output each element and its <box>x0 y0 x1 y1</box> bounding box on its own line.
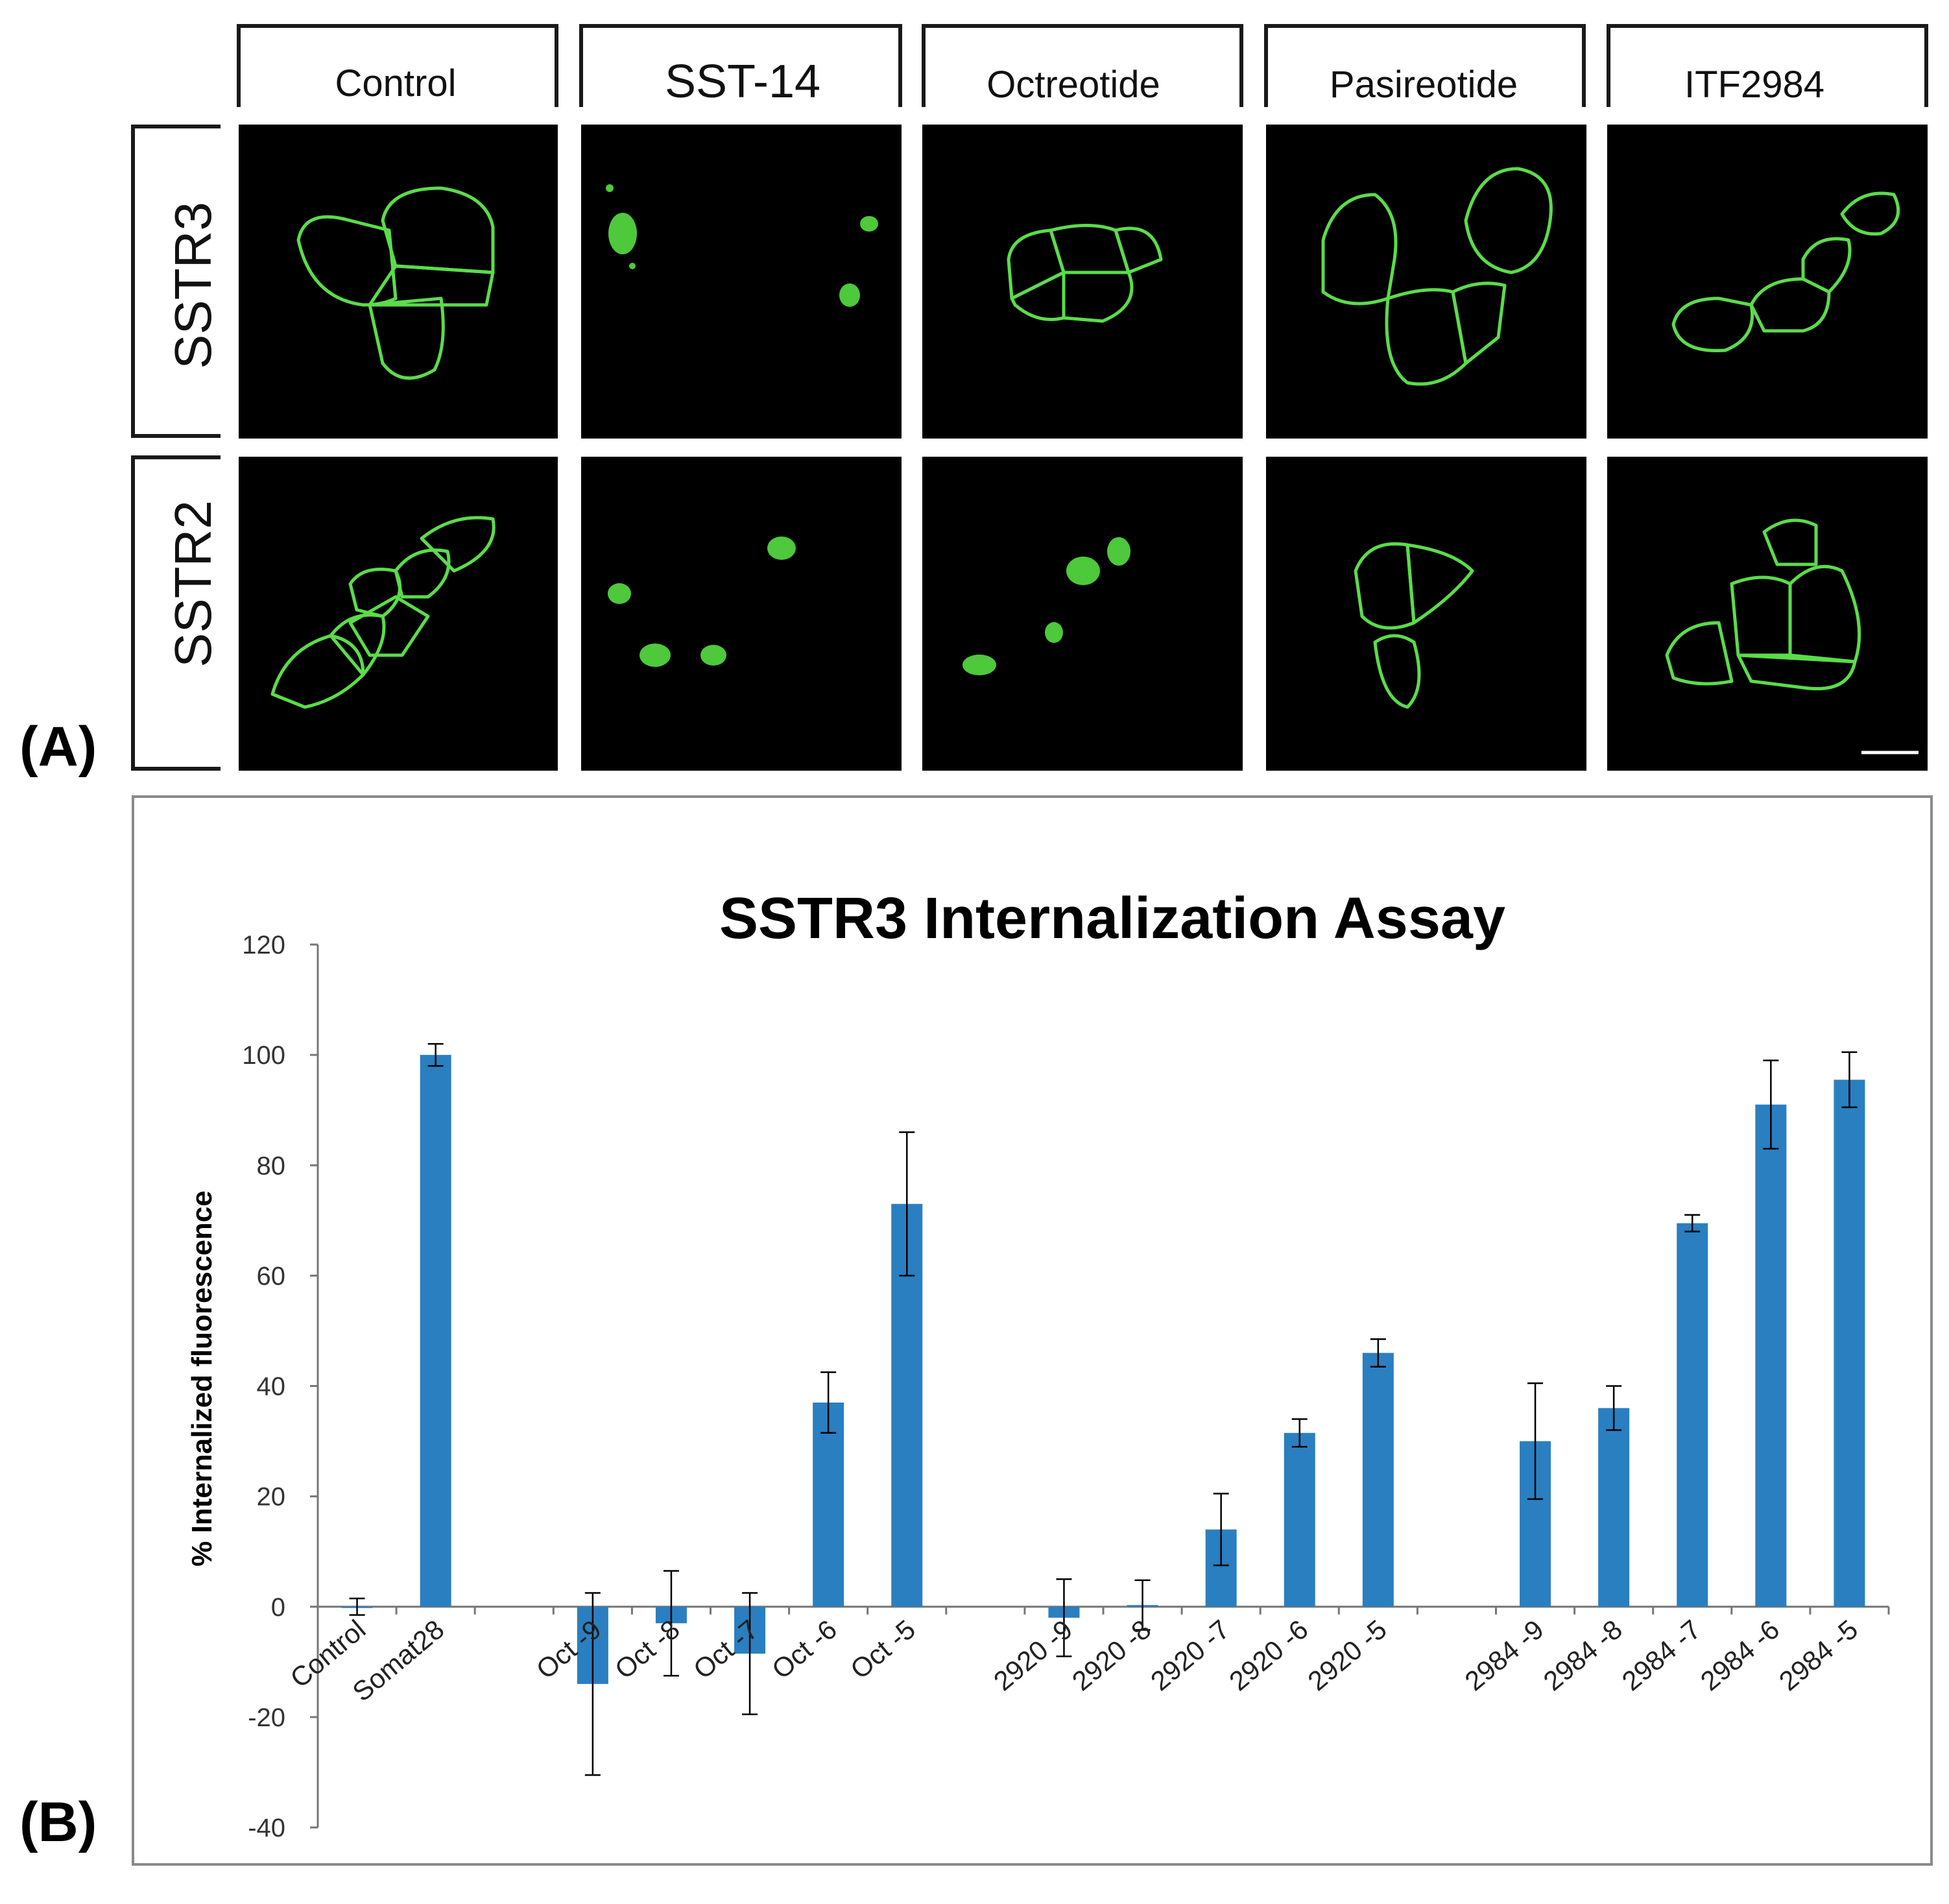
column-headers <box>237 24 1928 107</box>
chart-frame <box>132 795 1933 1866</box>
panel-b: SSTR3 Internalization Assay % Internaliz… <box>19 795 1933 1866</box>
micrograph-sstr2-control <box>239 457 558 771</box>
cells-sstr3-control <box>296 186 495 380</box>
bar <box>1755 1104 1787 1607</box>
cells-sstr2-octreotide <box>963 537 1130 675</box>
column-label-pasireotide: Pasireotide <box>1330 64 1518 106</box>
y-tick-label: 40 <box>257 1373 286 1401</box>
row-label-sstr2: SSTR2 <box>164 500 222 668</box>
bar <box>1834 1079 1865 1607</box>
y-tick-label: -40 <box>248 1814 285 1842</box>
micrograph-sstr3-control <box>239 125 558 439</box>
bar <box>1598 1408 1630 1607</box>
y-tick-label: 20 <box>257 1483 286 1512</box>
micrograph-sstr2-sst14 <box>581 457 902 771</box>
y-tick-label: 80 <box>257 1151 286 1180</box>
column-label-octreotide: Octreotide <box>986 64 1160 106</box>
micrograph-sstr3-itf2984 <box>1607 125 1928 439</box>
row-bracket-sstr3 <box>131 125 221 438</box>
micrograph-sstr2-itf2984 <box>1607 457 1928 771</box>
cells-sstr3-octreotide <box>1007 224 1163 323</box>
bars <box>341 1055 1865 1684</box>
micrograph-sstr3-pasireotide <box>1266 125 1586 439</box>
panel-a-letter: (A) <box>19 716 97 778</box>
cells-sstr3-itf2984 <box>1671 191 1900 352</box>
y-tick-label: 0 <box>271 1593 285 1622</box>
micrograph-grid <box>239 125 1928 771</box>
x-axis <box>317 1606 1890 1615</box>
row-bracket-sstr2 <box>131 455 221 771</box>
bar <box>1284 1432 1315 1607</box>
y-tick-label: 100 <box>242 1041 285 1070</box>
column-label-sst14: SST-14 <box>665 56 820 108</box>
bar <box>813 1403 844 1607</box>
y-axis: -40 -20 0 20 40 60 80 100 120 <box>242 931 319 1842</box>
panel-a: Control SST-14 Octreotide Pasireotide IT… <box>19 24 1928 778</box>
micrograph-sstr2-octreotide <box>922 457 1243 771</box>
row-label-sstr3: SSTR3 <box>164 202 222 369</box>
panel-b-letter: (B) <box>19 1791 97 1853</box>
column-label-itf2984: ITF2984 <box>1684 64 1824 106</box>
column-bracket-1 <box>237 24 558 107</box>
column-bracket-4 <box>1264 24 1586 107</box>
y-tick-label: -20 <box>248 1704 285 1732</box>
y-axis-label: % Internalized fluorescence <box>186 1190 218 1567</box>
column-bracket-2 <box>579 24 902 107</box>
y-tick-label: 120 <box>242 931 285 959</box>
cells-sstr3-sst14 <box>606 184 878 307</box>
error-bars <box>349 1042 1858 1776</box>
column-bracket-3 <box>922 24 1243 107</box>
bar <box>1362 1353 1394 1607</box>
micrograph-sstr3-sst14 <box>581 125 902 439</box>
chart-title: SSTR3 Internalization Assay <box>719 886 1505 951</box>
column-label-control: Control <box>335 62 457 104</box>
cells-sstr2-control <box>270 516 496 709</box>
micrograph-sstr3-octreotide <box>922 125 1243 439</box>
cell-fluorescence <box>270 167 1900 709</box>
cells-sstr2-sst14 <box>608 536 796 667</box>
bar <box>420 1055 451 1607</box>
cells-sstr2-itf2984 <box>1665 518 1861 691</box>
bar <box>1677 1223 1708 1607</box>
y-tick-label: 60 <box>257 1262 286 1290</box>
cells-sstr2-pasireotide <box>1354 542 1474 709</box>
column-bracket-5 <box>1607 24 1928 107</box>
cells-sstr3-pasireotide <box>1321 167 1553 386</box>
